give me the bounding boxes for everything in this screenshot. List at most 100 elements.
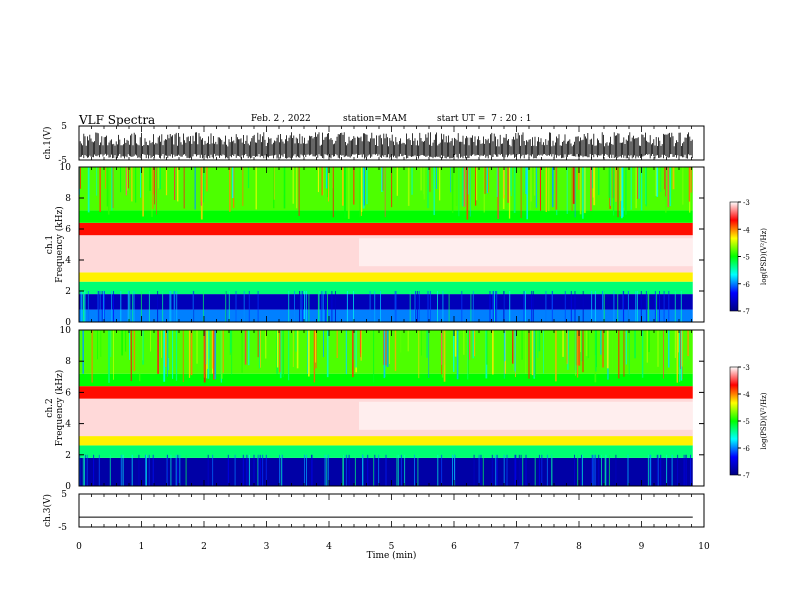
colorbar-label: log(PSD)(V²/Hz)	[760, 392, 768, 449]
spectrogram-streak	[152, 167, 154, 209]
spectrogram-streak	[292, 167, 294, 204]
spectrogram-streak	[612, 330, 613, 371]
spectrogram-streak	[454, 454, 456, 486]
spectrogram-streak	[428, 330, 430, 378]
spectrogram-streak	[311, 454, 313, 486]
spectrogram-streak	[656, 291, 658, 322]
spectrogram-streak	[469, 330, 471, 360]
spectrogram-streak	[212, 330, 214, 374]
spectrogram-streak	[317, 291, 319, 322]
spectrogram-streak	[242, 454, 244, 486]
spectrogram-streak	[300, 291, 302, 322]
spectrogram-streak	[121, 330, 123, 356]
spectrogram-streak	[159, 167, 161, 190]
spectrogram-streak	[273, 167, 275, 209]
spectrogram-streak	[150, 330, 151, 352]
spectrogram-streak	[222, 330, 224, 373]
spectrogram-streak	[381, 167, 383, 192]
spectrogram-streak	[318, 291, 320, 322]
spectrogram-streak	[671, 454, 673, 486]
spectrogram-streak	[259, 330, 261, 368]
spectrogram-streak	[206, 330, 207, 379]
spectrogram-streak	[645, 167, 646, 205]
spectrogram-band-ch1-1	[79, 294, 693, 310]
spectrogram-streak	[646, 330, 648, 363]
spectrogram-streak	[258, 330, 261, 369]
spectrogram-streak	[533, 167, 536, 196]
colorbar-tick-label: -5	[743, 254, 750, 262]
colorbar-tick-label: -6	[743, 281, 750, 289]
spectrogram-streak	[112, 167, 114, 208]
spectrogram-streak	[513, 330, 515, 372]
y-axis-label: Frequency (kHz)	[54, 370, 65, 447]
spectrogram-streak	[280, 454, 282, 486]
spectrogram-streak	[175, 330, 178, 381]
spectrogram-streak	[373, 454, 375, 486]
spectrogram-band-ch1-2	[79, 281, 693, 295]
spectrogram-streak	[524, 291, 526, 322]
y-axis-label: ch.3(V)	[42, 494, 53, 527]
spectrogram-streak	[585, 330, 588, 357]
spectrogram-streak	[273, 167, 275, 200]
spectrogram-streak	[452, 454, 453, 486]
colorbar-ch1	[729, 201, 739, 312]
spectrogram-streak	[163, 330, 166, 382]
y-tick-label: -5	[58, 523, 67, 533]
spectrogram-streak	[179, 454, 181, 486]
spectrogram-streak	[374, 454, 376, 486]
spectrogram-streak	[145, 454, 147, 486]
spectrogram-streak	[394, 291, 396, 322]
spectrogram-streak	[207, 454, 209, 486]
spectrogram-streak	[645, 291, 647, 322]
spectrogram-streak	[580, 330, 581, 353]
spectrogram-streak	[627, 454, 629, 486]
spectrogram-band-ch1-3	[79, 272, 693, 282]
spectrogram-streak	[292, 330, 294, 367]
spectrogram-streak	[322, 291, 324, 322]
spectrogram-streak	[577, 167, 580, 190]
spectrogram-streak	[687, 330, 689, 357]
spectrogram-streak	[497, 167, 499, 220]
spectrogram-streak	[494, 291, 495, 322]
spectrogram-streak	[665, 167, 667, 213]
spectrogram-streak	[450, 167, 452, 193]
spectrogram-streak	[321, 291, 323, 322]
spectrogram-streak	[615, 167, 617, 202]
spectrogram-streak	[304, 454, 305, 486]
y-tick-label: 5	[61, 490, 67, 500]
spectrogram-streak	[636, 291, 638, 322]
spectrogram-streak	[688, 167, 691, 202]
spectrogram-streak	[426, 330, 428, 358]
spectrogram-streak	[404, 454, 406, 486]
spectrogram-streak	[348, 454, 350, 486]
spectrogram-streak	[574, 167, 576, 218]
spectrogram-streak	[229, 167, 231, 212]
spectrogram-streak	[672, 167, 675, 190]
spectrogram-streak	[384, 167, 386, 218]
spectrogram-streak	[325, 291, 327, 322]
spectrogram-streak	[335, 291, 336, 322]
spectrogram-streak	[439, 167, 441, 201]
spectrogram-streak	[128, 291, 130, 322]
spectrogram-streak	[385, 454, 387, 486]
x-tick-label: 6	[451, 542, 457, 552]
spectrogram-streak	[520, 167, 522, 219]
spectrogram-streak	[518, 454, 520, 486]
spectrogram-streak	[157, 291, 159, 322]
spectrogram-streak	[567, 330, 569, 370]
spectrogram-streak	[546, 454, 548, 486]
spectrogram-streak	[396, 167, 398, 196]
spectrogram-streak	[407, 167, 410, 206]
spectrogram-streak	[129, 291, 131, 322]
spectrogram-streak	[495, 291, 497, 322]
y-axis-label: Frequency (kHz)	[54, 206, 65, 283]
spectrogram-streak	[253, 454, 255, 486]
spectrogram-streak	[233, 167, 235, 208]
spectrogram-streak	[582, 291, 584, 322]
spectrogram-streak	[139, 330, 141, 382]
spectrogram-streak	[174, 291, 176, 322]
spectrogram-streak	[608, 454, 610, 486]
spectrogram-streak	[108, 167, 110, 215]
spectrogram-streak	[562, 330, 564, 357]
spectrogram-streak	[204, 330, 207, 365]
